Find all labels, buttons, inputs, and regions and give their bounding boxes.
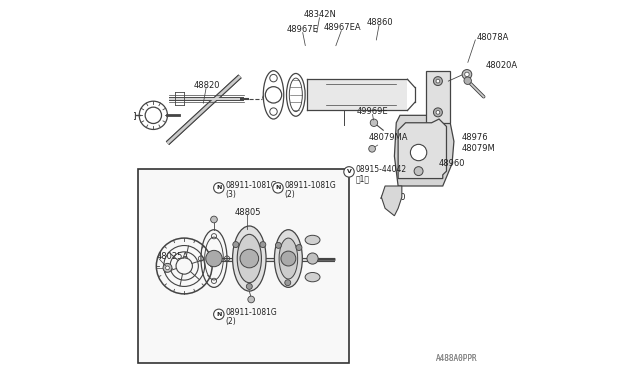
Ellipse shape <box>232 226 266 291</box>
Circle shape <box>260 242 266 248</box>
Circle shape <box>214 309 224 320</box>
Circle shape <box>307 253 318 264</box>
Circle shape <box>370 119 378 126</box>
Text: 48960: 48960 <box>439 159 465 168</box>
Text: 48020A: 48020A <box>486 61 518 70</box>
Text: 48078A: 48078A <box>476 33 509 42</box>
Circle shape <box>233 242 239 248</box>
Circle shape <box>206 250 222 267</box>
Text: 08911-1081G: 08911-1081G <box>225 181 277 190</box>
Text: 48967EA: 48967EA <box>323 23 361 32</box>
Circle shape <box>214 183 224 193</box>
Circle shape <box>163 263 172 272</box>
Text: N: N <box>275 185 281 190</box>
Circle shape <box>296 244 302 250</box>
Text: A488A0PPR: A488A0PPR <box>436 355 477 363</box>
Text: 08911-1081G: 08911-1081G <box>225 308 277 317</box>
Text: (3): (3) <box>225 190 236 199</box>
Circle shape <box>414 167 423 176</box>
FancyBboxPatch shape <box>426 71 450 123</box>
Circle shape <box>433 77 442 86</box>
Text: 48976: 48976 <box>461 133 488 142</box>
Text: (2): (2) <box>285 190 296 199</box>
Circle shape <box>436 79 440 83</box>
Text: 08911-1081G: 08911-1081G <box>285 181 337 190</box>
Polygon shape <box>394 115 454 186</box>
Text: 48025A: 48025A <box>157 252 189 261</box>
Circle shape <box>344 167 354 177</box>
Circle shape <box>246 283 252 289</box>
Ellipse shape <box>305 272 320 282</box>
Circle shape <box>369 145 376 152</box>
Text: A488A0PPR: A488A0PPR <box>436 355 477 363</box>
Bar <box>138 169 349 363</box>
Text: 48805: 48805 <box>234 208 260 217</box>
Text: 48967E: 48967E <box>286 25 318 34</box>
Bar <box>307 79 408 110</box>
Text: 48820: 48820 <box>193 81 220 90</box>
Circle shape <box>464 77 472 84</box>
Ellipse shape <box>305 235 320 245</box>
Text: 48970: 48970 <box>380 193 406 202</box>
Text: 48079MA: 48079MA <box>369 133 408 142</box>
Text: 48342N: 48342N <box>303 10 337 19</box>
Circle shape <box>465 72 469 77</box>
Circle shape <box>248 296 255 303</box>
Circle shape <box>211 216 218 223</box>
Circle shape <box>240 249 259 268</box>
Text: N: N <box>216 312 221 317</box>
Text: (2): (2) <box>225 317 236 326</box>
Circle shape <box>410 144 427 161</box>
Ellipse shape <box>279 238 298 279</box>
Polygon shape <box>381 186 402 216</box>
Text: 48079M: 48079M <box>461 144 495 153</box>
FancyBboxPatch shape <box>129 112 135 119</box>
Ellipse shape <box>275 230 302 287</box>
Circle shape <box>462 70 472 79</box>
Circle shape <box>285 280 291 286</box>
Circle shape <box>273 183 283 193</box>
Polygon shape <box>398 119 447 179</box>
Text: （1）: （1） <box>356 174 370 183</box>
Ellipse shape <box>237 234 261 283</box>
Circle shape <box>166 266 170 270</box>
Circle shape <box>436 110 440 114</box>
Text: 48860: 48860 <box>366 18 393 27</box>
Circle shape <box>281 251 296 266</box>
Text: 49969E: 49969E <box>356 107 388 116</box>
Circle shape <box>433 108 442 117</box>
Text: N: N <box>216 185 221 190</box>
Text: 08915-44042: 08915-44042 <box>356 165 407 174</box>
Circle shape <box>275 243 282 248</box>
Text: V: V <box>347 169 351 174</box>
